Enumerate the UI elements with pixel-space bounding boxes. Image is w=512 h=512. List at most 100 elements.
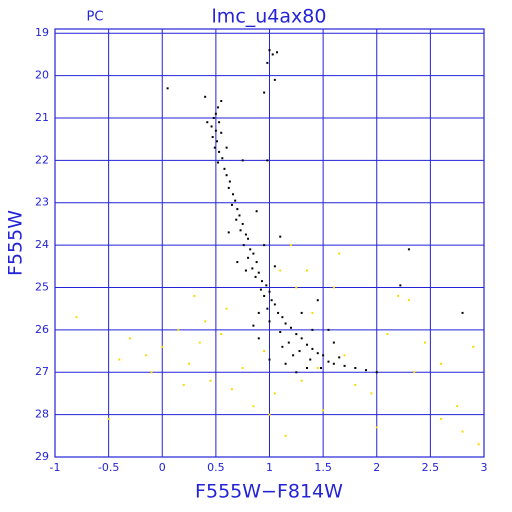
data-point: [230, 203, 233, 206]
data-point: [440, 417, 443, 420]
data-point: [279, 269, 282, 272]
data-point: [252, 405, 255, 408]
x-tick-label: 3: [481, 461, 488, 474]
data-point: [266, 159, 269, 162]
data-point: [279, 330, 282, 333]
data-point: [289, 326, 292, 329]
data-point: [276, 51, 279, 54]
y-tick-label: 26: [35, 323, 49, 336]
data-point: [266, 61, 269, 64]
data-point: [477, 443, 480, 446]
data-point: [182, 383, 185, 386]
data-point: [424, 341, 427, 344]
plot-frame: [54, 28, 485, 458]
data-point: [249, 248, 252, 251]
data-point: [332, 286, 335, 289]
data-point: [316, 299, 319, 302]
data-point: [166, 87, 169, 90]
data-point: [220, 100, 223, 103]
data-point: [407, 299, 410, 302]
data-point: [284, 362, 287, 365]
x-axis-label: F555W−F814W: [195, 481, 343, 503]
data-point: [268, 358, 271, 361]
data-point: [225, 146, 228, 149]
data-point: [370, 392, 373, 395]
data-point: [263, 350, 266, 353]
data-point: [227, 231, 230, 234]
data-point: [214, 112, 217, 115]
data-point: [210, 125, 213, 128]
data-point: [209, 379, 212, 382]
data-point: [273, 78, 276, 81]
data-point: [311, 347, 314, 350]
data-point: [295, 286, 298, 289]
data-point: [244, 233, 247, 236]
data-point: [212, 116, 215, 119]
data-point: [188, 362, 191, 365]
data-point: [397, 294, 400, 297]
data-point: [309, 358, 312, 361]
data-point: [375, 371, 378, 374]
data-point: [244, 269, 247, 272]
data-point: [204, 320, 207, 323]
data-point: [273, 392, 276, 395]
data-point: [218, 150, 221, 153]
data-point: [161, 345, 164, 348]
data-point: [206, 121, 209, 124]
data-point: [289, 244, 292, 247]
data-point: [247, 237, 250, 240]
data-point: [322, 354, 325, 357]
chart-title: lmc_u4ax80: [212, 6, 327, 28]
data-point: [223, 167, 226, 170]
data-point: [273, 303, 276, 306]
data-point: [279, 235, 282, 238]
data-point: [252, 324, 255, 327]
data-point: [316, 367, 319, 370]
x-tick-label: -1: [50, 461, 61, 474]
data-point: [150, 371, 153, 374]
data-point: [270, 299, 273, 302]
data-point: [217, 161, 220, 164]
data-point: [298, 350, 301, 353]
data-point: [338, 252, 341, 255]
data-point: [259, 288, 262, 291]
data-point: [227, 186, 230, 189]
data-point: [257, 337, 260, 340]
data-point: [239, 229, 242, 232]
data-point: [386, 333, 389, 336]
x-tick-label: 1: [266, 461, 273, 474]
y-tick-label: 23: [35, 196, 49, 209]
x-tick-label: 0: [159, 461, 166, 474]
data-point: [257, 271, 260, 274]
data-point: [343, 354, 346, 357]
data-point: [268, 49, 271, 52]
data-point: [461, 311, 464, 314]
y-tick-label: 28: [35, 408, 49, 421]
data-point: [365, 369, 368, 372]
data-point: [225, 307, 228, 310]
data-point: [268, 413, 271, 416]
data-point: [332, 341, 335, 344]
data-point: [281, 345, 284, 348]
data-point: [247, 256, 250, 259]
data-point: [232, 193, 235, 196]
data-point: [268, 290, 271, 293]
data-point: [413, 371, 416, 374]
data-point: [75, 316, 78, 319]
data-point: [257, 311, 260, 314]
data-point: [292, 354, 295, 357]
data-point: [440, 362, 443, 365]
data-point: [399, 284, 402, 287]
y-tick-label: 22: [35, 153, 49, 166]
x-tick-label: 2: [373, 461, 380, 474]
data-point: [129, 337, 132, 340]
data-point: [221, 157, 224, 160]
data-point: [338, 356, 341, 359]
data-point: [225, 174, 228, 177]
data-point: [300, 311, 303, 314]
data-point: [354, 367, 357, 370]
data-point: [354, 383, 357, 386]
data-point: [271, 53, 274, 56]
data-point: [107, 417, 110, 420]
y-tick-label: 27: [35, 365, 49, 378]
